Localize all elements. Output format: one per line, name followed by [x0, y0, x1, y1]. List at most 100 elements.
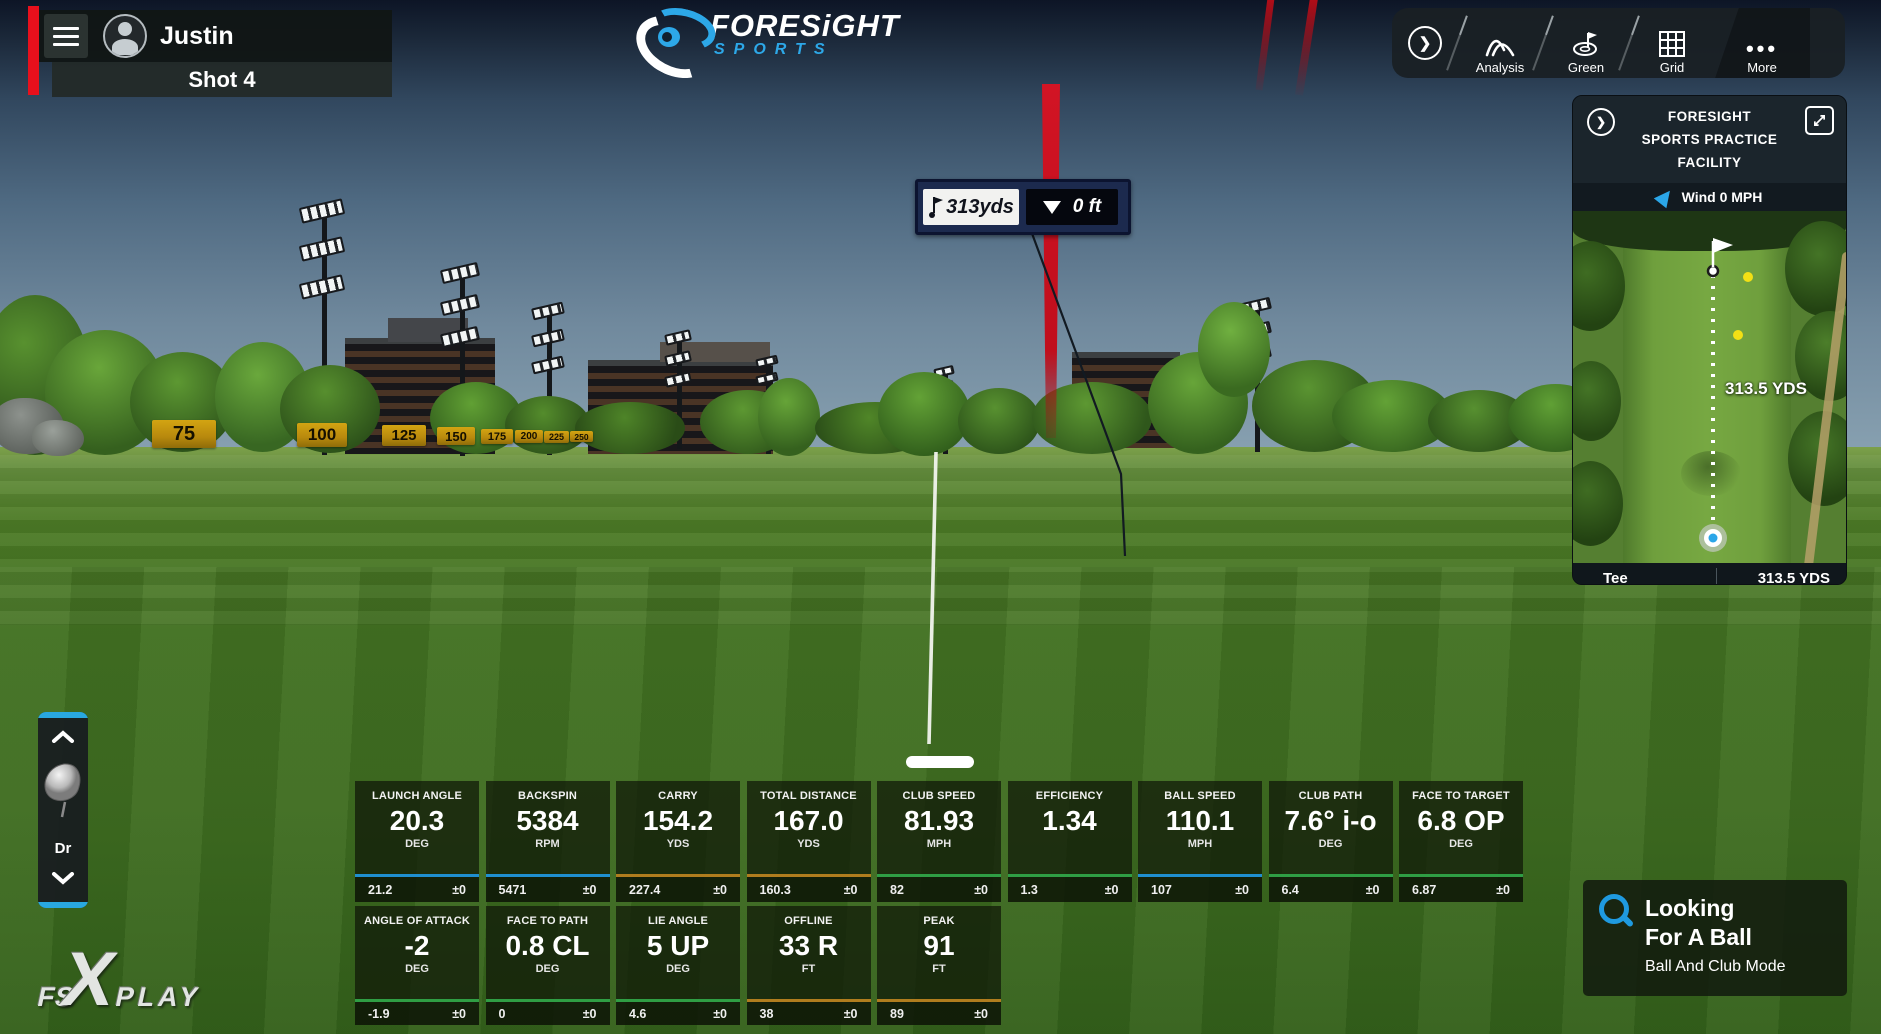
- tree: [878, 372, 970, 456]
- stat-label: LIE ANGLE: [647, 915, 709, 927]
- wind-text: Wind 0 MPH: [1681, 189, 1763, 205]
- stat-label: OFFLINE: [784, 915, 833, 927]
- rock: [32, 420, 84, 456]
- range-marker-200: 200: [515, 430, 543, 443]
- user-bar: Justin: [39, 10, 392, 62]
- stat-label: ANGLE OF ATTACK: [363, 915, 471, 927]
- stat-label: CLUB PATH: [1298, 790, 1363, 802]
- player-name: Justin: [160, 21, 234, 50]
- descent-arrow-icon: [1042, 200, 1061, 214]
- range-marker-125: 125: [382, 425, 426, 446]
- club-selector-bottom-bar: [38, 902, 88, 908]
- stat-value: 5384: [516, 805, 579, 836]
- menu-button[interactable]: [44, 14, 88, 58]
- map-expand-button[interactable]: [1805, 106, 1834, 135]
- session-indicator: [28, 6, 39, 95]
- minimap-distance-label: 313.5 YDS: [1725, 379, 1807, 398]
- stat-accent-line: [616, 874, 740, 877]
- stat-tile-club-path[interactable]: CLUB PATH 7.6° i-o DEG 6.4 ±0: [1268, 781, 1393, 902]
- stat-label: BALL SPEED: [1164, 790, 1236, 802]
- status-line2: For A Ball: [1645, 924, 1752, 950]
- shot-distance-callout: 313yds 0 ft: [915, 179, 1131, 235]
- stat-unit: DEG: [405, 963, 429, 975]
- range-marker-150: 150: [437, 427, 475, 445]
- stat-deviation: ±0: [452, 882, 466, 897]
- map-footer: Tee 313.5 YDS: [1573, 563, 1846, 584]
- flag-icon: [929, 197, 944, 218]
- stat-tile-lie-angle[interactable]: LIE ANGLE 5 UP DEG 4.6 ±0: [616, 906, 740, 1025]
- stat-tile-face-to-path[interactable]: FACE TO PATH 0.8 CL DEG 0 ±0: [485, 906, 610, 1025]
- eye-icon: [625, 1, 723, 91]
- logo-wordmark: FORESiGHT: [710, 8, 900, 43]
- club-down-button[interactable]: [51, 872, 75, 890]
- stat-tile-angle-of-attack[interactable]: ANGLE OF ATTACK -2 DEG -1.9 ±0: [355, 906, 479, 1025]
- stat-accent-line: [485, 999, 610, 1002]
- toolbar-green[interactable]: Green: [1544, 8, 1628, 78]
- tree: [1032, 382, 1152, 454]
- stat-deviation: ±0: [582, 882, 597, 897]
- range-marker-75: 75: [152, 420, 216, 448]
- stat-tile-face-to-target[interactable]: FACE TO TARGET 6.8 OP DEG 6.87 ±0: [1399, 781, 1523, 902]
- stat-tile-efficiency[interactable]: EFFICIENCY 1.34 1.3 ±0: [1007, 781, 1132, 902]
- stat-unit: DEG: [666, 963, 690, 975]
- toolbar-label: More: [1747, 59, 1777, 75]
- foresight-logo: FORESiGHT SPORTS: [625, 1, 942, 91]
- tree: [575, 402, 685, 454]
- stat-accent-line: [746, 874, 871, 877]
- stat-tile-total-distance[interactable]: TOTAL DISTANCE 167.0 YDS 160.3 ±0: [746, 781, 871, 902]
- shot-label: Shot 4: [188, 66, 256, 92]
- stat-average: 227.4: [629, 882, 661, 897]
- flag: [1713, 238, 1733, 253]
- replay-button[interactable]: ❯: [1408, 26, 1442, 60]
- target-hole: [1706, 264, 1720, 278]
- stat-average: 4.6: [629, 1006, 647, 1021]
- stat-value: 167.0: [773, 805, 844, 836]
- stat-tile-ball-speed[interactable]: BALL SPEED 110.1 MPH 107 ±0: [1138, 781, 1262, 902]
- stat-label: FACE TO PATH: [506, 915, 589, 927]
- facility-name-line1: FORESIGHT: [1667, 109, 1752, 124]
- tree: [958, 388, 1040, 454]
- stat-average: 38: [759, 1006, 774, 1021]
- toolbar-more[interactable]: ••• More: [1714, 8, 1810, 78]
- callout-distance: 313yds: [946, 195, 1014, 218]
- toolbar-analysis[interactable]: Analysis: [1458, 8, 1542, 78]
- stat-accent-line: [1399, 874, 1523, 877]
- stat-unit: DEG: [405, 838, 429, 850]
- toolbar-label: Analysis: [1475, 59, 1525, 75]
- stat-tile-carry[interactable]: CARRY 154.2 YDS 227.4 ±0: [616, 781, 740, 902]
- stat-deviation: ±0: [974, 882, 988, 897]
- stat-tile-launch-angle[interactable]: LAUNCH ANGLE 20.3 DEG 21.2 ±0: [355, 781, 479, 902]
- stat-tile-backspin[interactable]: BACKSPIN 5384 RPM 5471 ±0: [485, 781, 610, 902]
- wind-arrow-icon: [1653, 185, 1676, 209]
- stat-value: 91: [923, 930, 955, 961]
- stat-tile-peak[interactable]: PEAK 91 FT 89 ±0: [877, 906, 1001, 1025]
- range-minimap[interactable]: 313.5 YDS: [1573, 211, 1846, 563]
- stat-unit: YDS: [666, 838, 690, 850]
- stat-deviation: ±0: [582, 1006, 597, 1021]
- stat-label: CLUB SPEED: [902, 790, 976, 802]
- map-replay-button[interactable]: ❯: [1587, 108, 1615, 136]
- stat-accent-line: [485, 874, 610, 877]
- stat-deviation: ±0: [713, 882, 727, 897]
- club-up-button[interactable]: [51, 730, 75, 748]
- range-marker-225: 225: [544, 431, 569, 443]
- status-mode: Ball And Club Mode: [1645, 958, 1786, 975]
- stat-value: 110.1: [1165, 805, 1235, 836]
- avatar[interactable]: [103, 14, 147, 58]
- stat-accent-line: [355, 999, 479, 1002]
- stat-average: 89: [890, 1006, 904, 1021]
- stat-unit: MPH: [926, 838, 952, 850]
- toolbar-grid[interactable]: Grid: [1630, 8, 1714, 78]
- stat-tile-club-speed[interactable]: CLUB SPEED 81.93 MPH 82 ±0: [877, 781, 1001, 902]
- carry-distance-box: 313yds: [923, 189, 1019, 225]
- stat-value: 81.93: [903, 805, 975, 836]
- stat-value: 33 R: [778, 930, 839, 961]
- stat-tile-offline[interactable]: OFFLINE 33 R FT 38 ±0: [746, 906, 871, 1025]
- stats-panel-handle[interactable]: [906, 756, 974, 768]
- stats-row-1: LAUNCH ANGLE 20.3 DEG 21.2 ±0 BACKSPIN 53…: [355, 781, 1523, 902]
- range-marker-250: 250: [570, 431, 593, 442]
- stat-accent-line: [1007, 874, 1132, 877]
- toolbar-label: Green: [1567, 59, 1605, 75]
- stat-value: 0.8 CL: [505, 930, 590, 961]
- stat-deviation: ±0: [1104, 882, 1119, 897]
